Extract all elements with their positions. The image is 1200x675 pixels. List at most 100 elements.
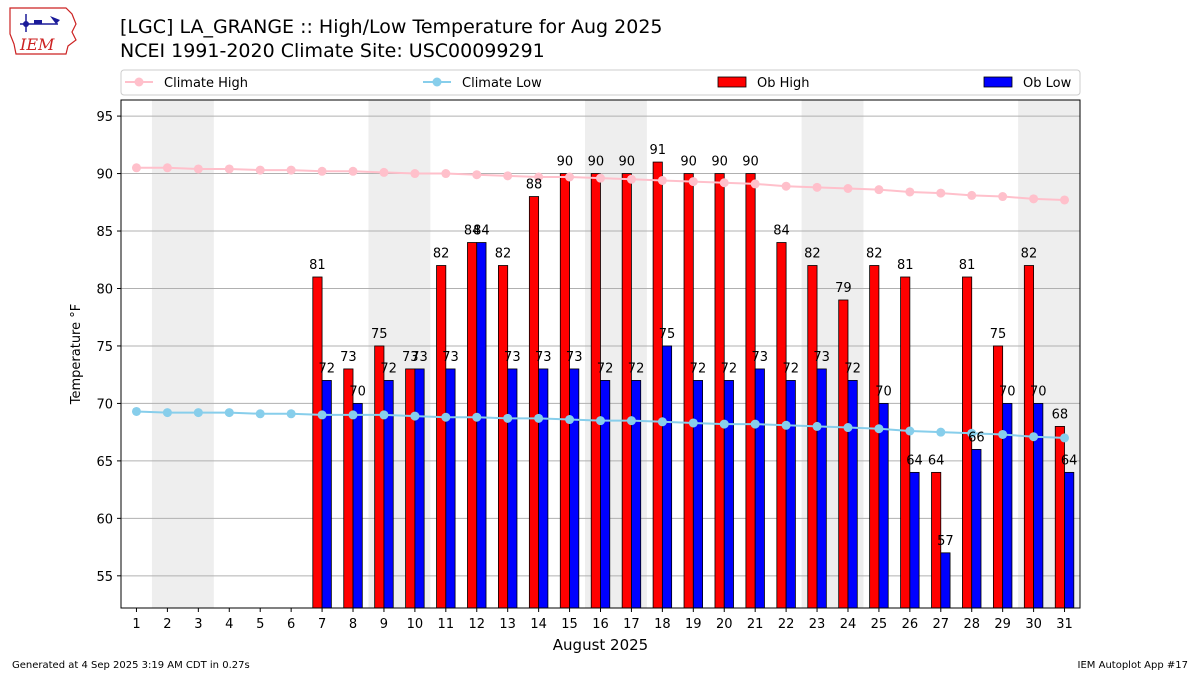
climate-low-point: [472, 412, 482, 422]
ob-high-bar: [900, 276, 911, 609]
ob-low-bar: [600, 380, 611, 609]
ob-high-label: 90: [557, 155, 574, 170]
ob-low-label: 73: [566, 350, 583, 365]
y-tick-label: 90: [96, 168, 113, 183]
x-tick-label: 28: [963, 617, 980, 632]
climate-low-point: [905, 426, 915, 436]
chart-title: [LGC] LA_GRANGE :: High/Low Temperature …: [120, 16, 663, 38]
x-tick-label: 22: [778, 617, 795, 632]
ob-high-label: 82: [1021, 247, 1038, 262]
climate-high-point: [131, 163, 141, 173]
ob-low-bar: [971, 448, 982, 609]
climate-low-point: [565, 415, 575, 425]
x-tick-label: 25: [871, 617, 888, 632]
climate-low-point: [131, 406, 141, 416]
ob-low-bar: [414, 368, 425, 609]
x-tick-label: 8: [349, 617, 357, 632]
ob-high-bar: [869, 265, 880, 609]
x-tick-label: 29: [994, 617, 1011, 632]
climate-high-point: [596, 173, 605, 183]
climate-low-point: [348, 410, 358, 420]
ob-high-bar: [838, 299, 849, 609]
legend-swatch: [983, 76, 1013, 88]
ob-high-label: 84: [773, 224, 790, 239]
x-tick-label: 1: [132, 617, 140, 632]
ob-high-label: 82: [433, 247, 450, 262]
x-tick-label: 4: [225, 617, 233, 632]
ob-low-bar: [754, 368, 765, 609]
x-tick-label: 16: [592, 617, 609, 632]
climate-low-point: [410, 411, 420, 421]
ob-low-label: 57: [937, 534, 954, 549]
x-tick-label: 7: [318, 617, 326, 632]
y-tick-label: 60: [96, 512, 113, 527]
legend-marker: [432, 77, 442, 87]
ob-high-label: 64: [928, 453, 945, 468]
ob-low-label: 73: [504, 350, 521, 365]
ob-low-label: 70: [1030, 384, 1047, 399]
climate-high-point: [348, 166, 358, 176]
ob-low-bar: [816, 368, 827, 609]
ob-low-label: 73: [442, 350, 459, 365]
climate-high-point: [843, 183, 853, 193]
climate-low-point: [162, 408, 172, 418]
x-tick-label: 18: [654, 617, 671, 632]
ob-low-label: 70: [999, 384, 1016, 399]
climate-high-point: [874, 185, 884, 195]
ob-high-label: 91: [649, 143, 666, 158]
climate-high-point: [812, 182, 822, 192]
x-tick-label: 21: [747, 617, 764, 632]
ob-high-label: 73: [340, 350, 357, 365]
x-tick-label: 10: [407, 617, 424, 632]
ob-high-label: 90: [680, 155, 697, 170]
climate-low-point: [843, 423, 853, 433]
climate-low-point: [998, 429, 1008, 439]
ob-low-label: 72: [628, 361, 645, 376]
ob-low-bar: [507, 368, 518, 609]
ob-low-label: 70: [349, 384, 366, 399]
y-axis-label: Temperature °F: [69, 304, 84, 405]
climate-high-point: [626, 174, 636, 184]
x-tick-label: 2: [163, 617, 171, 632]
ob-low-label: 72: [721, 361, 738, 376]
climate-high-point: [286, 165, 296, 175]
climate-low-point: [255, 409, 265, 419]
ob-low-bar: [940, 552, 951, 609]
ob-high-label: 75: [990, 327, 1007, 342]
y-tick-label: 75: [96, 340, 113, 355]
y-tick-label: 55: [96, 570, 113, 585]
x-tick-label: 31: [1056, 617, 1073, 632]
legend-box: [120, 69, 1081, 96]
ob-high-bar: [590, 173, 601, 609]
ob-low-label: 73: [752, 350, 769, 365]
x-tick-label: 3: [194, 617, 202, 632]
climate-low-point: [286, 409, 296, 419]
climate-high-point: [781, 181, 791, 191]
x-tick-label: 26: [902, 617, 919, 632]
climate-low-point: [688, 418, 698, 428]
ob-low-label: 72: [318, 361, 335, 376]
ob-low-label: 70: [875, 384, 892, 399]
y-tick-label: 95: [96, 110, 113, 125]
ob-low-bar: [847, 380, 858, 609]
climate-high-point: [905, 187, 915, 197]
ob-low-bar: [476, 242, 487, 609]
climate-low-point: [626, 416, 636, 426]
climate-low-point: [936, 427, 946, 437]
x-tick-label: 30: [1025, 617, 1042, 632]
ob-low-bar: [661, 345, 673, 609]
ob-high-bar: [683, 173, 694, 609]
ob-low-label: 64: [906, 453, 923, 468]
x-tick-label: 13: [499, 617, 516, 632]
climate-low-point: [503, 413, 513, 423]
ob-low-label: 72: [844, 361, 861, 376]
climate-high-point: [224, 164, 234, 174]
climate-high-point: [317, 166, 327, 176]
x-tick-label: 11: [438, 617, 455, 632]
ob-low-bar: [352, 403, 363, 609]
ob-low-label: 73: [535, 350, 552, 365]
x-tick-label: 12: [468, 617, 485, 632]
climate-high-point: [1029, 194, 1039, 204]
climate-high-point: [1060, 195, 1070, 205]
legend-label: Climate Low: [462, 76, 542, 91]
